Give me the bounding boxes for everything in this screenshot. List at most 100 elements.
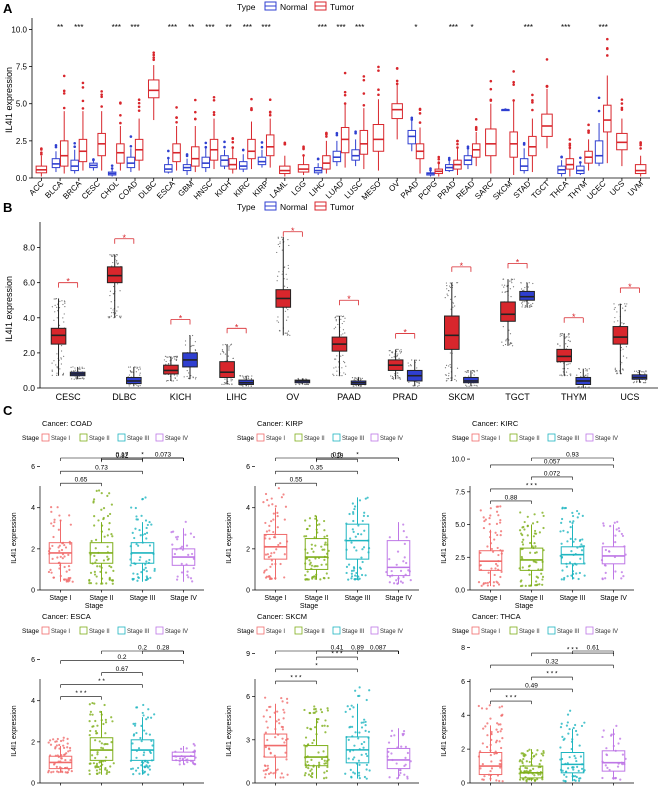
x-tick-label: UVM (626, 179, 645, 198)
outlier-point (119, 114, 122, 117)
jitter-point (56, 374, 58, 376)
jitter-point (617, 320, 619, 322)
jitter-point (575, 572, 578, 575)
jitter-point (452, 306, 454, 308)
jitter-point (142, 714, 145, 717)
jitter-point (391, 356, 393, 359)
jitter-point (561, 735, 564, 738)
jitter-point (614, 367, 616, 369)
outlier-point (597, 96, 601, 100)
jitter-point (178, 763, 181, 766)
jitter-point (59, 300, 61, 302)
jitter-point (224, 353, 227, 355)
x-tick-label: SKCM (448, 392, 474, 400)
jitter-point (476, 385, 478, 387)
jitter-point (153, 569, 156, 572)
jitter-point (147, 773, 150, 776)
jitter-point (529, 541, 532, 545)
jitter-point (69, 749, 72, 752)
jitter-point (494, 567, 497, 570)
jitter-point (529, 769, 532, 772)
jitter-point (307, 767, 310, 770)
jitter-point (510, 296, 512, 298)
jitter-point (269, 715, 272, 719)
legend-label: Stage I (481, 436, 500, 442)
jitter-point (286, 286, 289, 289)
jitter-point (533, 513, 536, 516)
jitter-point (602, 542, 605, 545)
jitter-point (488, 523, 491, 526)
jitter-point (89, 729, 92, 733)
legend-label: Stage IV (380, 436, 403, 442)
outlier-point (212, 98, 216, 102)
jitter-point (497, 514, 500, 517)
jitter-point (352, 771, 355, 774)
jitter-point (60, 358, 62, 360)
jitter-point (481, 763, 484, 766)
jitter-point (613, 308, 615, 310)
jitter-point (602, 729, 605, 732)
jitter-point (353, 546, 356, 549)
jitter-point (499, 505, 502, 508)
legend-title: Type (237, 202, 256, 212)
jitter-point (583, 574, 586, 577)
jitter-point (74, 369, 76, 371)
jitter-point (276, 710, 279, 713)
jitter-point (142, 753, 145, 757)
outlier-point (489, 98, 493, 102)
y-tick-label: 7.5 (455, 489, 465, 496)
legend-label: Stage I (481, 629, 500, 635)
pvalue-label: 0.73 (95, 465, 108, 472)
y-tick-label: 4.0 (23, 313, 35, 323)
outlier-point (302, 147, 305, 151)
tumor-box-SKCM-box (444, 315, 460, 350)
jitter-point (148, 520, 151, 524)
jitter-point (364, 720, 367, 723)
significance-mark: * (572, 312, 576, 322)
jitter-point (80, 377, 82, 380)
jitter-point (98, 771, 101, 774)
jitter-point (281, 728, 285, 731)
jitter-point (350, 704, 353, 707)
jitter-point (578, 386, 580, 388)
jitter-point (242, 385, 244, 387)
jitter-point (55, 298, 58, 300)
jitter-point (312, 550, 315, 553)
jitter-point (498, 779, 501, 783)
jitter-point (117, 262, 119, 264)
jitter-point (274, 505, 277, 508)
jitter-point (524, 286, 526, 289)
jitter-point (348, 750, 352, 753)
jitter-point (352, 512, 355, 515)
stage-box-3-box (345, 523, 370, 560)
jitter-point (107, 528, 111, 531)
jitter-point (184, 344, 187, 346)
jitter-point (69, 523, 72, 526)
jitter-point (333, 328, 335, 330)
jitter-point (532, 535, 535, 538)
jitter-point (136, 579, 139, 582)
jitter-point (284, 505, 288, 508)
jitter-point (267, 556, 270, 559)
jitter-point (78, 368, 80, 370)
jitter-point (559, 374, 561, 376)
jitter-point (68, 578, 71, 581)
jitter-point (557, 343, 559, 345)
x-axis-label: Stage (85, 603, 103, 610)
jitter-point (81, 367, 83, 370)
jitter-point (99, 760, 102, 763)
jitter-point (137, 576, 140, 579)
jitter-point (352, 511, 355, 514)
jitter-point (136, 367, 138, 369)
jitter-point (285, 319, 288, 321)
jitter-point (179, 747, 183, 751)
jitter-point (518, 778, 522, 781)
jitter-point (579, 371, 582, 374)
outlier-point (100, 93, 103, 96)
outlier-point (474, 128, 478, 132)
jitter-point (112, 569, 115, 572)
y-tick-label: 0.0 (23, 383, 35, 393)
jitter-point (153, 567, 156, 571)
jitter-point (52, 770, 55, 773)
